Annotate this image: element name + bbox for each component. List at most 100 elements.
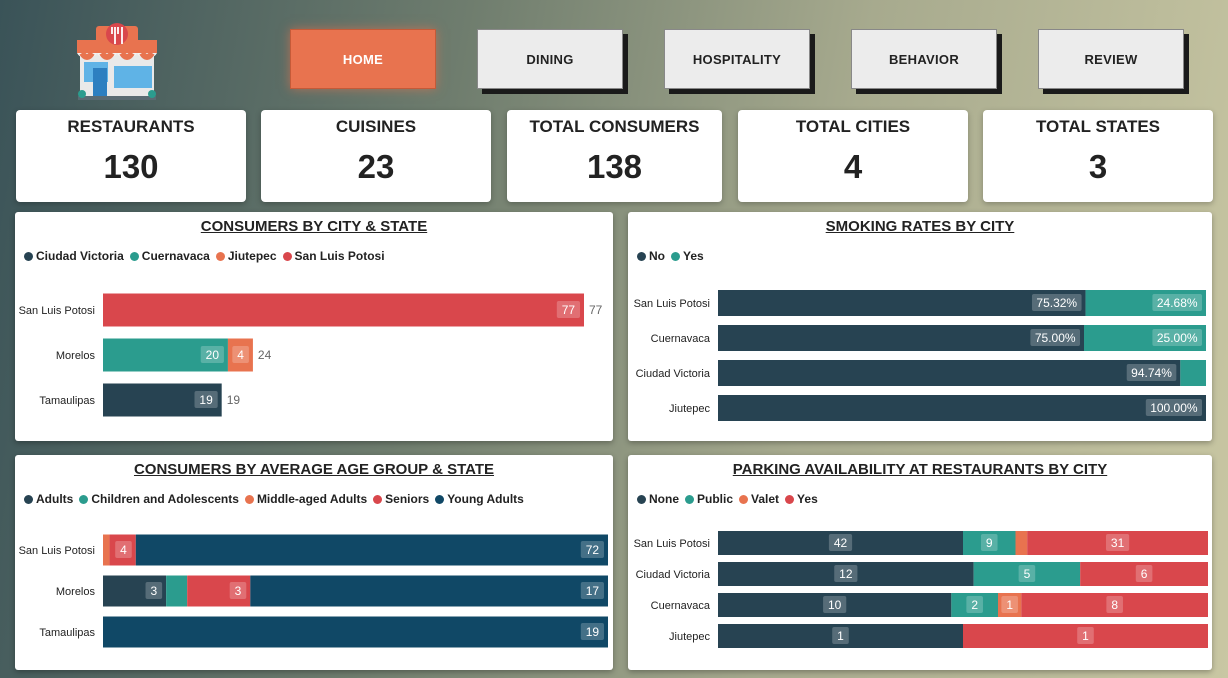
nav-home-button[interactable]: HOME [290, 29, 436, 89]
data-label-badge [115, 541, 132, 558]
bar-san-luis-potosi-middle-aged-adults[interactable] [103, 534, 110, 566]
bar-san-luis-potosi-none[interactable] [718, 531, 963, 555]
data-label: 9 [986, 536, 993, 550]
nav-hospitality-button[interactable]: HOSPITALITY [664, 29, 810, 89]
legend-item-san-luis-potosi[interactable]: San Luis Potosi [282, 249, 385, 263]
legend-dot-icon [24, 251, 33, 261]
bar-san-luis-potosi-san-luis-potosi[interactable] [103, 293, 584, 327]
legend-item-no[interactable]: No [637, 249, 665, 263]
legend-item-valet[interactable]: Valet [739, 492, 779, 506]
bar-morelos-seniors[interactable] [187, 575, 251, 607]
kpi-value: 23 [357, 148, 395, 185]
data-label: 3 [235, 584, 242, 598]
legend-dot-icon [244, 494, 254, 504]
legend-dot-icon [79, 494, 89, 504]
data-label-badge [966, 596, 983, 613]
legend-item-seniors[interactable]: Seniors [373, 492, 429, 506]
legend-label: Yes [683, 249, 704, 263]
data-label: 17 [586, 584, 600, 598]
data-label: 72 [586, 543, 600, 557]
legend-item-yes[interactable]: Yes [671, 249, 704, 263]
kpi-value: 138 [586, 148, 643, 185]
bar-san-luis-potosi-yes[interactable] [1085, 290, 1206, 316]
nav-behavior-button[interactable]: BEHAVIOR [851, 29, 997, 89]
data-label: 3 [150, 584, 157, 598]
legend-label: Yes [797, 492, 818, 506]
bar-san-luis-potosi-yes[interactable] [1027, 531, 1208, 555]
bar-cuernavaca-yes[interactable] [1021, 593, 1208, 617]
bar-cuernavaca-valet[interactable] [998, 593, 1022, 617]
legend-item-none[interactable]: None [637, 492, 679, 506]
bar-san-luis-potosi-valet[interactable] [1015, 531, 1028, 555]
bar-morelos-jiutepec[interactable] [227, 338, 253, 372]
bar-ciudad-victoria-no[interactable] [718, 360, 1181, 386]
legend-label: Ciudad Victoria [36, 249, 124, 263]
legend-item-yes[interactable]: Yes [785, 492, 818, 506]
legend-item-children-and-adolescents[interactable]: Children and Adolescents [79, 492, 239, 506]
category-label-cuernavaca: Cuernavaca [651, 333, 711, 345]
data-label-badge [1105, 534, 1130, 551]
bar-ciudad-victoria-yes[interactable] [1180, 360, 1206, 386]
bar-tamaulipas-young-adults[interactable] [103, 616, 608, 648]
bar-san-luis-potosi-young-adults[interactable] [135, 534, 608, 566]
kpi-cities-card: TOTAL CITIES 4 [738, 110, 968, 202]
bar-ciudad-victoria-public[interactable] [973, 562, 1081, 586]
data-label-badge [1126, 364, 1177, 381]
bar-cuernavaca-yes[interactable] [1084, 325, 1206, 351]
legend-dot-icon [24, 494, 33, 504]
legend-item-public[interactable]: Public [685, 492, 733, 506]
data-label: 6 [1141, 567, 1148, 581]
kpi-restaurants-card: RESTAURANTS 130 [16, 110, 246, 202]
kpi-consumers-card: TOTAL CONSUMERS 138 [507, 110, 722, 202]
data-label: 19 [586, 625, 600, 639]
bar-morelos-young-adults[interactable] [250, 575, 608, 607]
data-label: 1 [1082, 629, 1089, 643]
legend-item-jiutepec[interactable]: Jiutepec [215, 249, 277, 263]
bar-cuernavaca-none[interactable] [718, 593, 952, 617]
bar-san-luis-potosi-no[interactable] [718, 290, 1086, 316]
data-label: 25.00% [1157, 331, 1198, 345]
category-label-cuernavaca: Cuernavaca [651, 600, 711, 612]
legend-dot-icon [129, 251, 139, 261]
legend-dot-icon [215, 251, 225, 261]
kpi-label: TOTAL CITIES [795, 117, 911, 136]
bar-ciudad-victoria-yes[interactable] [1080, 562, 1208, 586]
chart-legend: None Public Valet Yes [637, 492, 818, 506]
nav-dining-button[interactable]: DINING [477, 29, 623, 89]
bar-cuernavaca-public[interactable] [951, 593, 998, 617]
nav-review-button[interactable]: REVIEW [1038, 29, 1184, 89]
data-label-badge [145, 582, 163, 599]
chart-legend: Adults Children and Adolescents Middle-age… [24, 492, 524, 506]
bar-tamaulipas-ciudad-victoria[interactable] [103, 383, 222, 417]
data-label: 42 [834, 536, 848, 550]
legend-dot-icon [637, 251, 646, 261]
legend-item-middle-aged-adults[interactable]: Middle-aged Adults [244, 492, 367, 506]
bar-jiutepec-none[interactable] [718, 624, 963, 648]
bar-jiutepec-no[interactable] [718, 395, 1206, 421]
bar-san-luis-potosi-seniors[interactable] [109, 534, 136, 566]
legend-label: None [649, 492, 679, 506]
bar-morelos-children-and-adolescents[interactable] [166, 575, 188, 607]
data-label-badge [556, 301, 580, 318]
bar-san-luis-potosi-public[interactable] [963, 531, 1016, 555]
legend-label: Valet [751, 492, 780, 506]
bar-morelos-cuernavaca[interactable] [103, 338, 228, 372]
legend-item-young-adults[interactable]: Young Adults [435, 492, 524, 506]
data-label: 75.32% [1036, 296, 1077, 310]
bar-ciudad-victoria-none[interactable] [718, 562, 974, 586]
kpi-cuisines-card: CUISINES 23 [261, 110, 491, 202]
legend-item-ciudad-victoria[interactable]: Ciudad Victoria [24, 249, 124, 263]
legend-item-cuernavaca[interactable]: Cuernavaca [129, 249, 210, 263]
bar-cuernavaca-no[interactable] [718, 325, 1084, 351]
chart-smoking-rates: SMOKING RATES BY CITY No Yes San Luis Pot… [628, 212, 1212, 441]
data-label: 75.00% [1035, 331, 1076, 345]
legend-label: Jiutepec [227, 249, 277, 263]
legend-item-adults[interactable]: Adults [24, 492, 73, 506]
legend-label: Children and Adolescents [91, 492, 239, 506]
category-label-ciudad-victoria: Ciudad Victoria [636, 368, 711, 380]
bar-jiutepec-yes[interactable] [963, 624, 1208, 648]
legend-dot-icon [739, 494, 749, 504]
bar-morelos-adults[interactable] [103, 575, 167, 607]
chart-title: CONSUMERS BY CITY & STATE [200, 218, 428, 235]
data-label-badge [828, 534, 853, 551]
